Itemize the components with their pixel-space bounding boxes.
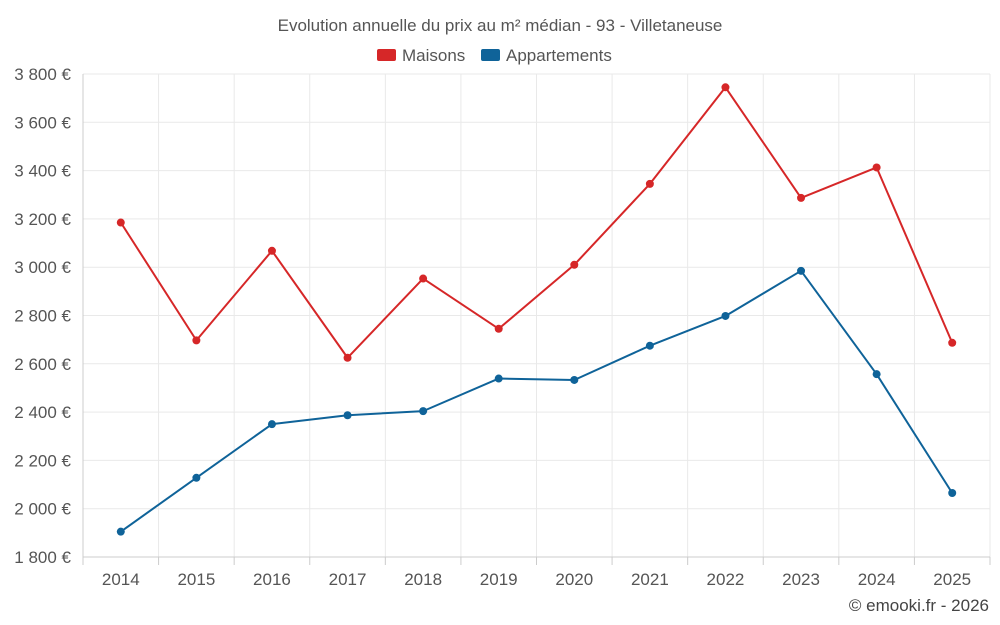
- x-tick-label: 2022: [707, 570, 745, 589]
- y-axis: 1 800 € 2 000 € 2 200 € 2 400 € 2 600 € 2 800…: [14, 65, 84, 567]
- y-tick-label: 3 000 €: [14, 258, 71, 277]
- x-tick-label: 2025: [933, 570, 971, 589]
- data-point-maisons[interactable]: [645, 179, 654, 188]
- data-point-appartements[interactable]: [948, 489, 957, 498]
- data-point-appartements[interactable]: [721, 311, 730, 320]
- data-point-maisons[interactable]: [343, 353, 352, 362]
- data-point-maisons[interactable]: [494, 324, 503, 333]
- series-maisons: [116, 83, 957, 362]
- x-tick-label: 2014: [102, 570, 140, 589]
- x-tick-label: 2017: [329, 570, 367, 589]
- gridlines: [83, 73, 991, 557]
- data-point-maisons[interactable]: [570, 260, 579, 269]
- data-point-appartements[interactable]: [419, 407, 428, 416]
- y-tick-label: 3 600 €: [14, 113, 71, 132]
- data-point-appartements[interactable]: [797, 266, 806, 275]
- chart-title: Evolution annuelle du prix au m² médian …: [278, 16, 723, 35]
- x-tick-label: 2021: [631, 570, 669, 589]
- data-point-maisons[interactable]: [948, 338, 957, 347]
- data-point-maisons[interactable]: [872, 163, 881, 172]
- data-point-appartements[interactable]: [192, 473, 201, 482]
- data-point-maisons[interactable]: [721, 83, 730, 92]
- y-tick-label: 2 000 €: [14, 500, 71, 519]
- legend-label-appartements[interactable]: Appartements: [506, 46, 612, 65]
- y-tick-label: 2 200 €: [14, 451, 71, 470]
- series-appartements: [116, 266, 957, 536]
- legend-label-maisons[interactable]: Maisons: [402, 46, 465, 65]
- data-point-appartements[interactable]: [267, 420, 276, 429]
- data-point-appartements[interactable]: [116, 527, 125, 536]
- y-tick-label: 2 400 €: [14, 403, 71, 422]
- x-tick-label: 2020: [555, 570, 593, 589]
- y-tick-label: 3 200 €: [14, 210, 71, 229]
- data-point-maisons[interactable]: [116, 218, 125, 227]
- credit-text: © emooki.fr - 2026: [849, 596, 989, 615]
- y-tick-label: 3 400 €: [14, 162, 71, 181]
- legend: Maisons Appartements: [377, 46, 612, 65]
- data-point-maisons[interactable]: [267, 246, 276, 255]
- data-point-appartements[interactable]: [494, 374, 503, 383]
- x-axis: 2014 2015 2016 2017 2018 2019 2020 2021 2022 2023…: [82, 556, 991, 589]
- x-tick-label: 2024: [858, 570, 896, 589]
- y-tick-label: 2 600 €: [14, 355, 71, 374]
- legend-swatch-maisons: [377, 49, 396, 61]
- data-point-appartements[interactable]: [570, 375, 579, 384]
- data-point-appartements[interactable]: [645, 341, 654, 350]
- x-tick-label: 2023: [782, 570, 820, 589]
- series-line-appartements: [120, 269, 954, 533]
- y-tick-label: 3 800 €: [14, 65, 71, 84]
- data-point-maisons[interactable]: [419, 274, 428, 283]
- data-point-appartements[interactable]: [343, 411, 352, 420]
- legend-swatch-appartements: [481, 49, 500, 61]
- data-point-maisons[interactable]: [192, 336, 201, 345]
- y-tick-label: 2 800 €: [14, 307, 71, 326]
- x-tick-label: 2016: [253, 570, 291, 589]
- series-layer: [116, 83, 957, 536]
- data-point-maisons[interactable]: [797, 193, 806, 202]
- y-tick-label: 1 800 €: [14, 548, 71, 567]
- x-tick-label: 2018: [404, 570, 442, 589]
- series-line-maisons: [119, 86, 954, 359]
- x-tick-label: 2019: [480, 570, 518, 589]
- x-tick-label: 2015: [177, 570, 215, 589]
- data-point-appartements[interactable]: [872, 370, 881, 379]
